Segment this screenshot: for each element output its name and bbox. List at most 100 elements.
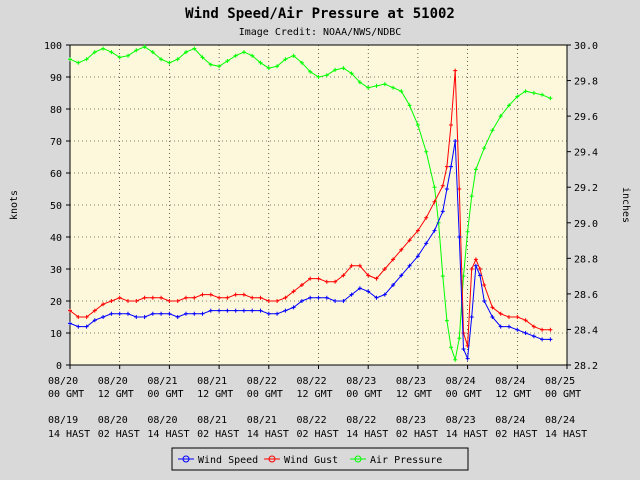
legend-label-wind-gust: Wind Gust <box>284 455 338 466</box>
data-point-wind-speed <box>391 283 396 287</box>
y-tick-label-right: 29.4 <box>574 148 598 159</box>
data-point-wind-speed <box>291 305 296 310</box>
data-point-wind-speed <box>266 311 271 316</box>
data-point-wind-speed <box>478 273 482 278</box>
data-point-wind-gust <box>453 68 458 73</box>
data-point-wind-speed <box>449 164 453 169</box>
series-line-wind-speed <box>69 140 551 359</box>
data-point-air-pressure <box>150 50 155 55</box>
series-wind-speed <box>68 139 553 361</box>
data-point-wind-speed <box>208 308 213 313</box>
data-point-wind-speed <box>407 263 412 268</box>
data-point-wind-gust <box>258 295 263 300</box>
data-point-wind-speed <box>482 299 487 303</box>
x-tick-label-gmt: 08/22 <box>297 376 327 387</box>
data-point-wind-speed <box>316 295 321 300</box>
data-point-air-pressure <box>233 53 238 58</box>
legend-marker-wind-gust <box>268 455 276 463</box>
data-point-air-pressure <box>84 57 89 62</box>
data-point-air-pressure <box>283 57 288 62</box>
data-point-air-pressure <box>399 89 404 94</box>
data-point-air-pressure <box>515 94 520 99</box>
data-point-air-pressure <box>498 114 503 119</box>
x-tick-label-hast: 14 HAST <box>446 429 488 440</box>
grid-lines <box>70 45 567 365</box>
series-wind-gust <box>68 68 553 348</box>
data-point-air-pressure <box>444 318 449 323</box>
data-point-wind-gust <box>548 327 553 332</box>
x-tick-label-hast: 08/24 <box>545 415 575 426</box>
data-point-air-pressure <box>349 71 354 76</box>
data-point-air-pressure <box>126 53 130 58</box>
x-tick-label-hast: 08/22 <box>346 415 376 426</box>
data-point-air-pressure <box>465 229 470 234</box>
y-tick-label-left: 100 <box>44 41 62 52</box>
data-point-wind-gust <box>407 238 412 243</box>
data-point-wind-gust <box>299 283 304 287</box>
data-point-wind-speed <box>225 308 230 313</box>
data-point-air-pressure <box>299 60 304 65</box>
data-point-air-pressure <box>250 53 255 58</box>
data-point-wind-gust <box>357 263 362 268</box>
data-point-wind-gust <box>275 299 280 303</box>
data-point-air-pressure <box>424 149 429 154</box>
y-tick-label-left: 90 <box>50 73 62 84</box>
data-point-wind-speed <box>444 187 449 191</box>
y-axis-label-right: inches <box>620 187 631 223</box>
data-point-wind-gust <box>101 302 106 307</box>
data-point-wind-speed <box>432 228 437 233</box>
data-point-air-pressure <box>92 50 97 55</box>
data-point-wind-speed <box>109 311 114 316</box>
data-point-wind-speed <box>150 311 155 316</box>
data-point-air-pressure <box>407 103 412 108</box>
x-tick-label-hast: 14 HAST <box>545 429 587 440</box>
data-point-air-pressure <box>142 44 147 49</box>
x-tick-label-gmt: 12 GMT <box>495 389 531 400</box>
data-point-wind-gust <box>159 295 164 300</box>
data-point-wind-speed <box>349 292 354 297</box>
x-tick-label-hast: 02 HAST <box>297 429 339 440</box>
data-point-air-pressure <box>469 194 474 199</box>
data-point-wind-speed <box>399 273 404 278</box>
data-point-air-pressure <box>324 73 329 78</box>
data-point-air-pressure <box>548 96 553 101</box>
legend-label-air-pressure: Air Pressure <box>370 455 442 466</box>
data-point-wind-gust <box>349 263 354 268</box>
data-point-wind-gust <box>241 292 246 297</box>
data-point-wind-speed <box>440 209 445 214</box>
data-point-wind-gust <box>84 315 89 319</box>
data-point-air-pressure <box>258 60 263 65</box>
data-point-wind-gust <box>531 324 536 329</box>
y-tick-label-right: 29.2 <box>574 183 598 194</box>
data-point-air-pressure <box>159 57 164 62</box>
data-point-wind-speed <box>507 324 511 329</box>
data-point-wind-gust <box>126 299 130 303</box>
data-point-air-pressure <box>241 50 246 55</box>
data-point-wind-speed <box>192 311 197 316</box>
data-point-wind-gust <box>507 315 511 319</box>
x-tick-label-gmt: 12 GMT <box>297 389 333 400</box>
data-point-wind-gust <box>515 315 520 319</box>
data-point-wind-gust <box>457 187 462 191</box>
data-point-air-pressure <box>366 85 371 90</box>
data-point-air-pressure <box>341 66 346 71</box>
data-point-wind-speed <box>515 327 520 332</box>
data-point-wind-gust <box>134 299 139 303</box>
data-point-air-pressure <box>200 55 205 60</box>
x-tick-label-hast: 02 HAST <box>197 429 239 440</box>
data-point-wind-gust <box>469 267 474 271</box>
data-point-wind-gust <box>374 276 379 281</box>
data-point-wind-gust <box>109 299 114 303</box>
data-point-air-pressure <box>482 146 487 151</box>
data-point-wind-gust <box>184 295 188 300</box>
x-tick-label-gmt: 00 GMT <box>48 389 84 400</box>
data-point-wind-speed <box>250 308 255 313</box>
data-point-wind-gust <box>498 311 503 316</box>
x-tick-label-gmt: 12 GMT <box>396 389 432 400</box>
data-point-air-pressure <box>449 345 453 350</box>
data-point-wind-gust <box>208 292 213 297</box>
legend-box <box>171 447 469 471</box>
data-point-wind-gust <box>266 299 271 303</box>
data-point-air-pressure <box>217 64 222 69</box>
data-point-air-pressure <box>333 67 338 72</box>
